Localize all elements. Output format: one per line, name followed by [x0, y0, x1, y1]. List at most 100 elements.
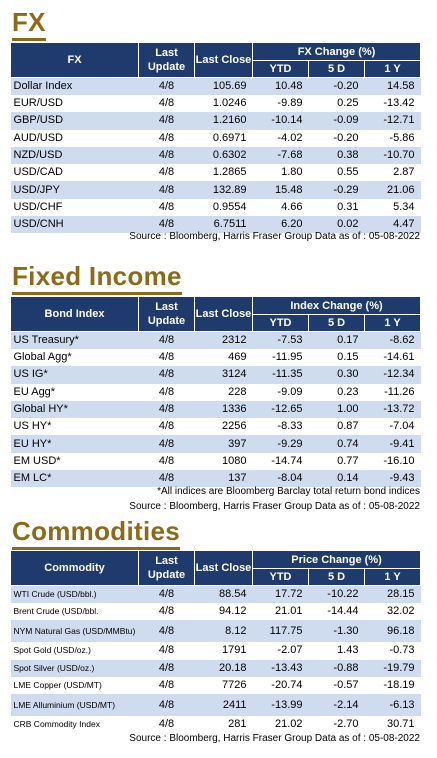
row-1y: -13.72 [364, 400, 421, 419]
row-1y: -11.26 [364, 383, 421, 401]
row-last-update: 4/8 [138, 452, 195, 471]
table-row: Spot Gold (USD/oz.) 4/8 1791 -2.07 1.43 -0.73 [10, 642, 421, 660]
row-last-update: 4/8 [138, 585, 195, 603]
row-name: EUR/USD [10, 95, 139, 113]
row-last-close: 137 [194, 470, 253, 488]
row-last-update: 4/8 [138, 418, 195, 436]
row-ytd: -8.04 [252, 470, 309, 488]
row-5d: 0.15 [308, 349, 365, 367]
fx-source-note: Source : Bloomberg, Harris Fraser Group … [129, 231, 420, 242]
row-name: Global Agg* [10, 349, 139, 367]
row-1y: 2.87 [364, 164, 421, 182]
row-1y: -7.04 [364, 418, 421, 436]
header-last-update: Last Update [138, 42, 195, 78]
row-name: EU Agg* [10, 383, 139, 401]
table-row: USD/JPY 4/8 132.89 15.48 -0.29 21.06 [10, 181, 421, 199]
row-1y: -14.61 [364, 349, 421, 367]
table-row: LME Alluminium (USD/MT) 4/8 2411 -13.99 -2.1… [10, 694, 421, 717]
row-last-close: 8.12 [194, 620, 253, 643]
row-last-update: 4/8 [138, 164, 195, 182]
fx-table: FX Last Update Last Close FX Change (%) … [10, 42, 422, 234]
row-last-close: 1791 [194, 642, 253, 660]
header-ytd: YTD [252, 314, 309, 332]
header-1y: 1 Y [363, 60, 422, 78]
row-name: Brent Crude (USD/bbl. [10, 603, 139, 621]
table-row: Global Agg* 4/8 469 -11.95 0.15 -14.61 [10, 349, 421, 367]
header-5d: 5 D [308, 568, 365, 586]
row-last-close: 1.2865 [194, 164, 253, 182]
row-last-close: 1.2160 [194, 112, 253, 130]
row-5d: 0.02 [308, 216, 365, 234]
table-row: Dollar Index 4/8 105.69 10.48 -0.20 14.58 [10, 77, 421, 95]
header-ytd: YTD [252, 60, 309, 78]
row-last-close: 88.54 [194, 585, 253, 603]
table-row: EM USD* 4/8 1080 -14.74 0.77 -16.10 [10, 452, 421, 471]
row-ytd: 21.01 [252, 603, 309, 621]
row-last-update: 4/8 [138, 349, 195, 367]
row-5d: -0.88 [308, 659, 365, 677]
row-1y: -5.86 [364, 129, 421, 147]
fixed-income-section-title: Fixed Income [12, 262, 182, 295]
header-5d: 5 D [308, 314, 365, 332]
row-1y: -13.42 [364, 95, 421, 113]
row-ytd: -7.68 [252, 146, 309, 165]
row-ytd: -9.09 [252, 383, 309, 401]
row-last-close: 94.12 [194, 603, 253, 621]
row-5d: -0.57 [308, 676, 365, 695]
row-1y: 21.06 [364, 181, 421, 199]
row-last-update: 4/8 [138, 603, 195, 621]
row-1y: -6.13 [364, 694, 421, 717]
row-name: CRB Commodity Index [10, 716, 139, 734]
row-1y: -10.70 [364, 146, 421, 165]
table-row: USD/CNH 4/8 6.7511 6.20 0.02 4.47 [10, 216, 421, 234]
header-5d: 5 D [308, 60, 365, 78]
row-last-update: 4/8 [138, 642, 195, 660]
row-last-update: 4/8 [138, 216, 195, 234]
row-last-close: 2256 [194, 418, 253, 436]
row-name: LME Alluminium (USD/MT) [10, 694, 139, 717]
row-last-update: 4/8 [138, 95, 195, 113]
row-5d: -14.44 [308, 603, 365, 621]
row-last-close: 132.89 [194, 181, 253, 199]
header-change: Index Change (%) [251, 296, 422, 315]
row-1y: -8.62 [364, 331, 421, 349]
row-ytd: -12.65 [252, 400, 309, 419]
row-5d: 0.17 [308, 331, 365, 349]
row-ytd: 1.80 [252, 164, 309, 182]
header-last-close: Last Close [194, 550, 253, 586]
row-5d: -0.29 [308, 181, 365, 199]
row-ytd: -13.99 [252, 694, 309, 717]
row-1y: 4.47 [364, 216, 421, 234]
row-last-update: 4/8 [138, 694, 195, 717]
row-last-close: 6.7511 [194, 216, 253, 234]
row-last-close: 2411 [194, 694, 253, 717]
table-row: LME Copper (USD/MT) 4/8 7726 -20.74 -0.57 -18… [10, 676, 421, 695]
row-5d: -1.30 [308, 620, 365, 643]
row-name: LME Copper (USD/MT) [10, 676, 139, 695]
header-1y: 1 Y [363, 568, 422, 586]
table-row: Brent Crude (USD/bbl. 4/8 94.12 21.01 -14.44… [10, 603, 421, 621]
table-row: US IG* 4/8 3124 -11.35 0.30 -12.34 [10, 366, 421, 384]
row-last-update: 4/8 [138, 400, 195, 419]
row-5d: 0.25 [308, 95, 365, 113]
row-name: Dollar Index [10, 77, 139, 95]
row-ytd: -8.33 [252, 418, 309, 436]
row-name: US HY* [10, 418, 139, 436]
row-1y: 5.34 [364, 198, 421, 217]
table-row: Global HY* 4/8 1336 -12.65 1.00 -13.72 [10, 400, 421, 419]
row-1y: -18.19 [364, 676, 421, 695]
row-1y: -0.73 [364, 642, 421, 660]
row-last-close: 1336 [194, 400, 253, 419]
row-5d: -10.22 [308, 585, 365, 603]
row-last-update: 4/8 [138, 366, 195, 384]
row-1y: 32.02 [364, 603, 421, 621]
table-row: CRB Commodity Index 4/8 281 21.02 -2.70 30.71 [10, 716, 421, 734]
row-name: Spot Silver (USD/oz.) [10, 659, 139, 677]
row-last-update: 4/8 [138, 716, 195, 734]
header-last-update: Last Update [138, 296, 195, 332]
header-change: Price Change (%) [251, 550, 422, 569]
row-last-close: 397 [194, 435, 253, 453]
row-last-update: 4/8 [138, 659, 195, 677]
row-last-update: 4/8 [138, 435, 195, 453]
row-ytd: 21.02 [252, 716, 309, 734]
